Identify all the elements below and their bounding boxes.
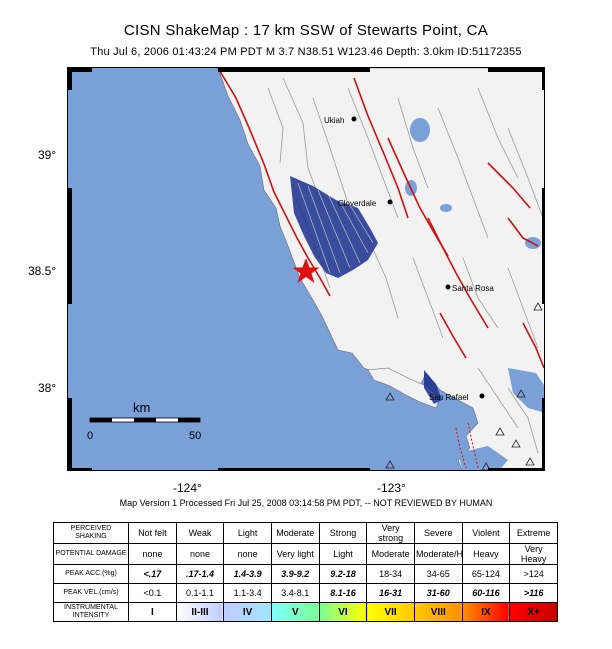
- lat-label-38-5: 38.5°: [28, 264, 57, 278]
- city-label-san-rafael: San Rafael: [429, 393, 469, 402]
- city-dot-santa-rosa: [445, 284, 451, 290]
- cell: 65-124: [461, 564, 511, 584]
- cell: Violent: [461, 522, 511, 544]
- intensity-cell: VIII: [413, 602, 463, 622]
- legend-row-peak-vel: PEAK VEL.(cm/s) <0.1 0.1-1.1 1.1-3.4 3.4…: [53, 583, 558, 603]
- cell: >116: [509, 583, 558, 603]
- cell: Light: [318, 543, 368, 565]
- lon-label-123: -123°: [377, 481, 406, 495]
- cell: Moderate/Heavy: [413, 543, 463, 565]
- cell: Strong: [318, 522, 368, 544]
- cell: Extreme: [509, 522, 558, 544]
- cell: 3.4-8.1: [270, 583, 320, 603]
- lon-label-124: -124°: [173, 481, 202, 495]
- processing-caption: Map Version 1 Processed Fri Jul 25, 2008…: [119, 498, 493, 508]
- cell: Severe: [413, 522, 463, 544]
- shakemap-map[interactable]: Ukiah Cloverdale Santa Rosa San Rafael k…: [67, 67, 545, 471]
- cell: 3.9-9.2: [270, 564, 320, 584]
- cell: Very Heavy: [509, 543, 558, 565]
- svg-text:km: km: [133, 400, 150, 415]
- row-label: PEAK VEL.(cm/s): [53, 583, 129, 603]
- city-markers: [351, 116, 485, 399]
- seismic-stations: [385, 302, 543, 470]
- city-dot-ukiah: [351, 116, 357, 122]
- cell: Moderate: [366, 543, 415, 565]
- event-details: Thu Jul 6, 2006 01:43:24 PM PDT M 3.7 N3…: [90, 46, 522, 58]
- shaking-area: [290, 176, 442, 404]
- cell: 60-116: [461, 583, 511, 603]
- legend-row-potential-damage: POTENTIAL DAMAGE none none none Very lig…: [53, 543, 558, 565]
- cell: 31-60: [413, 583, 463, 603]
- row-label: PEAK ACC.(%g): [53, 564, 129, 584]
- cell: Not felt: [128, 522, 177, 544]
- legend-row-perceived-shaking: PERCEIVED SHAKING Not felt Weak Light Mo…: [53, 522, 558, 544]
- intensity-cell: VII: [366, 602, 415, 622]
- cell: Very strong: [366, 522, 415, 544]
- city-label-cloverdale: Cloverdale: [338, 199, 377, 208]
- point-reyes: [367, 367, 441, 409]
- intensity-cell: V: [270, 602, 320, 622]
- intensity-cell: VI: [318, 602, 368, 622]
- cell: .17-1.4: [175, 564, 225, 584]
- fault-dotted: [455, 422, 479, 469]
- scale-bar: km 0 50: [87, 400, 201, 442]
- intensity-cell: IV: [223, 602, 272, 622]
- cell: none: [175, 543, 225, 565]
- legend-row-instrumental-intensity: INSTRUMENTAL INTENSITY I II-III IV V VI …: [53, 602, 558, 622]
- cell: none: [128, 543, 177, 565]
- cell: 1.4-3.9: [223, 564, 272, 584]
- intensity-legend-table: PERCEIVED SHAKING Not felt Weak Light Mo…: [53, 522, 558, 622]
- intensity-cell: II-III: [175, 602, 225, 622]
- lat-label-38: 38°: [38, 381, 57, 395]
- cell: Very light: [270, 543, 320, 565]
- lat-label-39: 39°: [38, 148, 57, 162]
- cell: Heavy: [461, 543, 511, 565]
- cell: 8.1-16: [318, 583, 368, 603]
- star-icon: [292, 258, 320, 283]
- map-title: CISN ShakeMap : 17 km SSW of Stewarts Po…: [123, 22, 489, 39]
- cell: Weak: [175, 522, 225, 544]
- cell: 34-65: [413, 564, 463, 584]
- row-label: POTENTIAL DAMAGE: [53, 543, 129, 565]
- cell: 18-34: [366, 564, 415, 584]
- cell: 1.1-3.4: [223, 583, 272, 603]
- cell: <0.1: [128, 583, 177, 603]
- cell: >124: [509, 564, 558, 584]
- svg-text:50: 50: [189, 430, 201, 442]
- shaking-hatch: [297, 182, 374, 274]
- row-label: INSTRUMENTAL INTENSITY: [53, 602, 129, 622]
- frame-ticks: [68, 68, 544, 470]
- cell: <.17: [128, 564, 177, 584]
- cell: Moderate: [270, 522, 320, 544]
- cell: none: [223, 543, 272, 565]
- city-label-santa-rosa: Santa Rosa: [452, 284, 494, 293]
- city-label-ukiah: Ukiah: [324, 116, 344, 125]
- cell: 16-31: [366, 583, 415, 603]
- cell: Light: [223, 522, 272, 544]
- intensity-cell: X+: [509, 602, 558, 622]
- legend-row-peak-acc: PEAK ACC.(%g) <.17 .17-1.4 1.4-3.9 3.9-9…: [53, 564, 558, 584]
- row-label: PERCEIVED SHAKING: [53, 522, 129, 544]
- city-dot-san-rafael: [479, 393, 485, 399]
- cell: 0.1-1.1: [175, 583, 225, 603]
- svg-text:0: 0: [87, 430, 93, 442]
- city-dot-cloverdale: [387, 199, 393, 205]
- intensity-cell: I: [128, 602, 177, 622]
- cell: 9.2-18: [318, 564, 368, 584]
- intensity-cell: IX: [461, 602, 511, 622]
